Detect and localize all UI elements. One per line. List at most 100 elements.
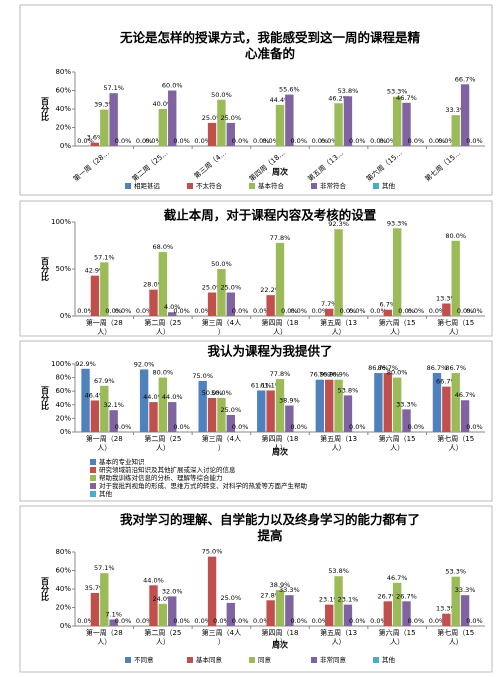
y-tick-label: 0% xyxy=(60,622,71,630)
x-tick-label-line: 第三周（4人 xyxy=(202,318,241,327)
value-label: 0.0% xyxy=(457,307,474,315)
x-tick-label: 第四周（18 人） xyxy=(262,318,299,336)
x-tick-label-line: 第五周（13 xyxy=(320,318,357,327)
bar xyxy=(285,595,294,626)
x-tick-label: 第一周（28 人） xyxy=(86,318,123,336)
x-tick-label: 第一周（28 人） xyxy=(86,628,123,646)
value-label: 7.7% xyxy=(321,300,338,308)
legend-label: 不太符合 xyxy=(196,181,223,190)
value-label: 39.3% xyxy=(94,101,115,109)
bar xyxy=(109,410,118,432)
value-label: 50.0% xyxy=(211,389,232,397)
value-label: 33.3% xyxy=(396,400,417,408)
value-label: 0.0% xyxy=(290,137,307,145)
value-label: 0.0% xyxy=(340,307,357,315)
value-label: 13.3% xyxy=(436,605,457,613)
bar xyxy=(442,303,451,316)
bar xyxy=(285,94,294,146)
value-label: 25.0% xyxy=(220,114,241,122)
value-label: 0.0% xyxy=(290,307,307,315)
value-label: 50.0% xyxy=(211,91,232,99)
value-label: 60.0% xyxy=(162,82,183,90)
bar xyxy=(168,312,177,316)
legend-label: 对于我批判视角的形成、思维方式的转变、对科学的热爱等方面产生帮助 xyxy=(99,481,308,490)
bar xyxy=(226,415,235,432)
value-label: 7.1% xyxy=(105,610,122,618)
bar xyxy=(100,573,109,626)
value-label: 0.0% xyxy=(262,137,279,145)
value-label: 67.9% xyxy=(94,377,115,385)
value-label: 53.3% xyxy=(445,568,466,576)
x-tick-label-line: 第一周（28 xyxy=(86,628,123,637)
x-tick-label-line: 人） xyxy=(273,444,287,452)
chart-title: 我对学习的理解、自学能力以及终身学习的能力都有了提高 xyxy=(120,512,420,543)
value-label: 0.0% xyxy=(408,307,425,315)
value-label: 0.0% xyxy=(173,617,190,625)
bar xyxy=(383,601,392,626)
bar xyxy=(442,386,451,432)
x-tick-label-line: 人） xyxy=(273,638,287,646)
value-label: 61.1% xyxy=(251,381,272,389)
value-label: 76.9% xyxy=(328,371,349,379)
value-label: 0.0% xyxy=(232,307,249,315)
x-tick-label-line: 人） xyxy=(332,444,346,452)
x-tick-label-line: 人） xyxy=(273,328,287,336)
chart-title-line: 心准备的 xyxy=(245,46,295,61)
legend-swatch xyxy=(90,475,96,481)
x-tick-label-line: 第四周（18 xyxy=(262,318,299,327)
value-label: 66.7% xyxy=(436,378,457,386)
value-label: 0.0% xyxy=(115,137,132,145)
bar xyxy=(325,604,334,626)
x-tick-label-line: ） xyxy=(218,328,225,336)
y-tick-label: 60% xyxy=(55,387,71,395)
y-tick-label: 80% xyxy=(55,374,71,382)
bar xyxy=(158,603,168,626)
bar xyxy=(158,109,168,146)
y-tick-label: 100% xyxy=(51,360,71,368)
value-label: 0.0% xyxy=(429,137,446,145)
bar xyxy=(158,377,168,432)
bar xyxy=(90,275,100,316)
value-label: 28.0% xyxy=(143,281,164,289)
bar xyxy=(158,252,168,316)
bar xyxy=(315,379,325,432)
bar xyxy=(109,93,118,146)
value-label: 93.3% xyxy=(387,219,408,227)
x-tick-label-line: 第七周（15 xyxy=(437,434,474,443)
value-label: 57.1% xyxy=(103,84,124,92)
value-label: 0.0% xyxy=(438,137,455,145)
x-axis-label: 周次 xyxy=(272,640,288,650)
value-label: 33.3% xyxy=(279,586,300,594)
x-tick-label-line: ） xyxy=(218,638,225,646)
value-label: 44.0% xyxy=(143,576,164,584)
x-tick-label: 第六周（15 人） xyxy=(379,318,416,336)
value-label: 92.3% xyxy=(328,220,349,228)
value-label: 46.7% xyxy=(387,574,408,582)
x-tick-label-line: 第三周（4人 xyxy=(202,628,241,637)
bar xyxy=(275,379,285,432)
bar xyxy=(139,369,149,432)
legend-swatch xyxy=(249,183,255,189)
value-label: 33.3% xyxy=(455,586,476,594)
x-tick-label-line: 人） xyxy=(449,444,463,452)
value-label: 0.0% xyxy=(466,307,483,315)
value-label: 0.0% xyxy=(321,137,338,145)
bar xyxy=(217,99,226,146)
x-tick-label: 第五周（13 人） xyxy=(320,318,357,336)
x-tick-label-line: ） xyxy=(218,444,225,452)
x-tick-label-line: 人） xyxy=(97,328,111,336)
value-label: 0.0% xyxy=(312,617,329,625)
value-label: 0.0% xyxy=(253,307,270,315)
value-label: 0.0% xyxy=(232,423,249,431)
value-label: 0.0% xyxy=(77,307,94,315)
value-label: 77.8% xyxy=(270,370,291,378)
bar xyxy=(90,142,100,146)
x-tick-label: 第六周（15 人） xyxy=(379,628,416,646)
y-axis-label: 百分比 xyxy=(41,577,50,602)
bar xyxy=(334,379,343,432)
value-label: 75.0% xyxy=(192,372,213,380)
bar xyxy=(451,240,460,316)
value-label: 0.0% xyxy=(281,307,298,315)
value-label: 25.0% xyxy=(220,284,241,292)
value-label: 6.7% xyxy=(380,301,397,309)
